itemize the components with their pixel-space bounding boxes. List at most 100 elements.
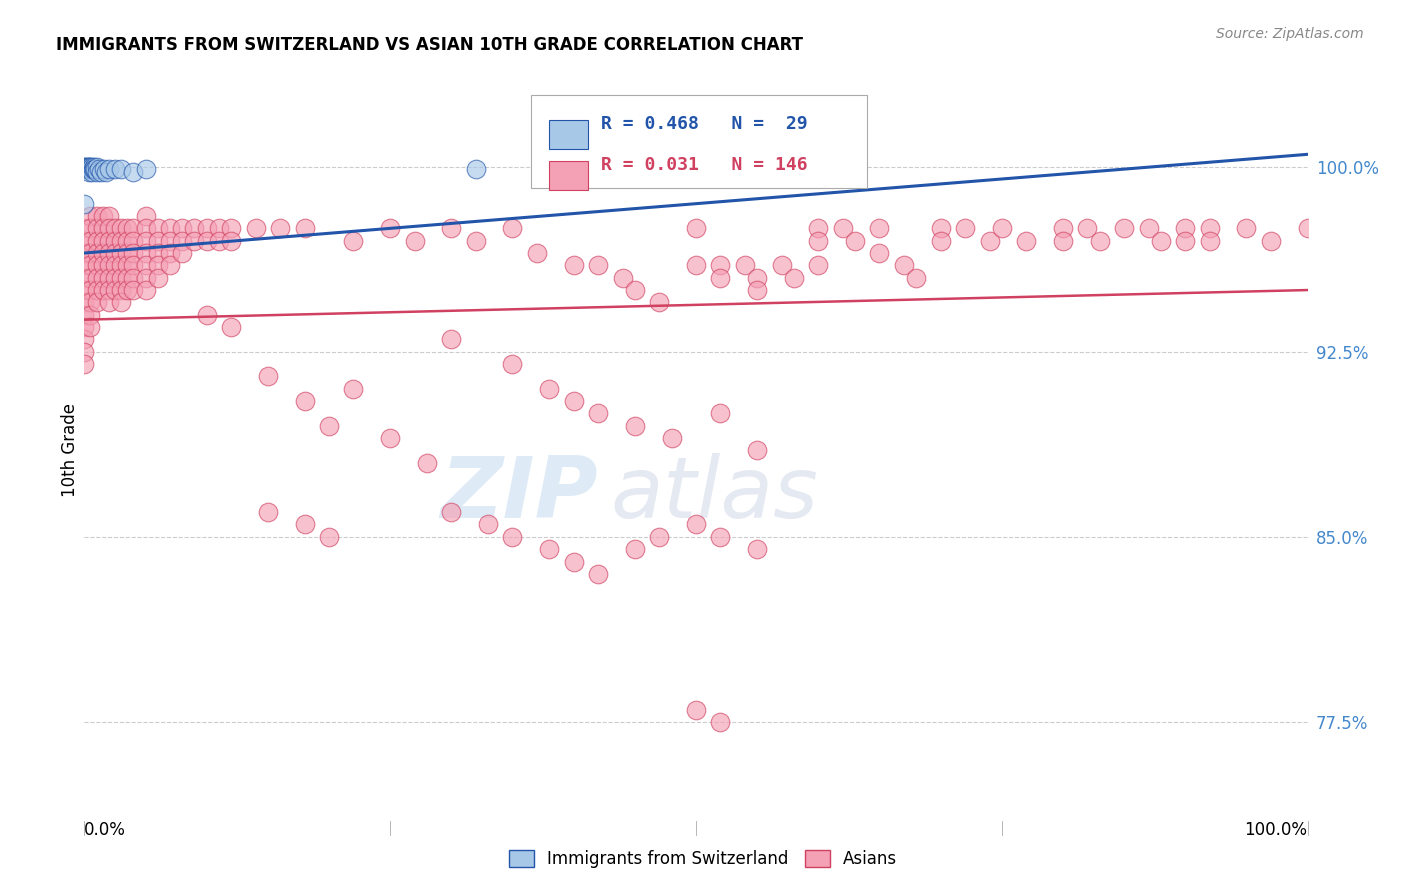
Point [219, 221, 242, 235]
Point [73, 344, 96, 359]
Point [562, 394, 585, 409]
Point [440, 332, 463, 346]
Point [380, 431, 402, 445]
Point [159, 258, 181, 272]
Point [122, 246, 145, 260]
Point [1052, 234, 1074, 248]
Point [929, 221, 952, 235]
Point [709, 406, 731, 420]
Point [73, 320, 96, 334]
Point [73, 283, 96, 297]
Point [648, 295, 671, 310]
Point [464, 162, 486, 177]
Point [73, 246, 96, 260]
Point [76, 160, 98, 174]
Point [135, 162, 157, 177]
Point [79, 221, 101, 235]
Point [122, 270, 145, 285]
Text: IMMIGRANTS FROM SWITZERLAND VS ASIAN 10TH GRADE CORRELATION CHART: IMMIGRANTS FROM SWITZERLAND VS ASIAN 10T… [56, 36, 803, 54]
Point [318, 418, 340, 433]
Point [869, 246, 891, 260]
Point [97, 221, 120, 235]
FancyBboxPatch shape [531, 95, 868, 187]
Point [86, 270, 108, 285]
Point [770, 258, 793, 272]
Point [208, 221, 231, 235]
Point [807, 221, 830, 235]
Point [612, 270, 634, 285]
Point [97, 162, 120, 177]
Point [104, 234, 127, 248]
Point [135, 234, 157, 248]
Point [538, 542, 561, 557]
Point [195, 308, 218, 322]
Point [502, 221, 524, 235]
Point [562, 258, 585, 272]
Point [122, 234, 145, 248]
Point [115, 283, 138, 297]
Point [440, 505, 463, 519]
Point [110, 270, 132, 285]
Point [79, 320, 101, 334]
Point [747, 542, 769, 557]
Point [97, 283, 120, 297]
Point [135, 246, 157, 260]
Point [110, 246, 132, 260]
Point [80, 160, 103, 174]
Point [979, 234, 1001, 248]
Point [342, 234, 364, 248]
Point [104, 283, 127, 297]
Point [183, 221, 205, 235]
Point [929, 234, 952, 248]
Point [96, 164, 118, 178]
Point [73, 160, 96, 174]
Y-axis label: 10th Grade: 10th Grade [62, 403, 80, 498]
Legend: Immigrants from Switzerland, Asians: Immigrants from Switzerland, Asians [502, 843, 904, 875]
Point [172, 246, 194, 260]
Point [73, 196, 96, 211]
Point [122, 258, 145, 272]
Point [86, 295, 108, 310]
Point [1015, 234, 1038, 248]
Point [76, 162, 98, 177]
Point [122, 283, 145, 297]
Point [86, 160, 108, 174]
Point [73, 160, 96, 174]
Point [294, 517, 316, 532]
Point [73, 221, 96, 235]
Point [110, 234, 132, 248]
Text: 0.0%: 0.0% [84, 821, 127, 838]
Point [86, 221, 108, 235]
Point [115, 234, 138, 248]
Point [110, 221, 132, 235]
Point [73, 270, 96, 285]
Point [91, 283, 114, 297]
Point [953, 221, 976, 235]
Point [869, 221, 891, 235]
FancyBboxPatch shape [550, 161, 588, 190]
Point [135, 209, 157, 223]
Point [905, 270, 928, 285]
Point [146, 258, 169, 272]
Point [110, 162, 132, 177]
Point [685, 258, 707, 272]
Point [84, 162, 107, 177]
Point [91, 258, 114, 272]
Point [146, 221, 169, 235]
Point [1296, 221, 1319, 235]
Point [844, 234, 866, 248]
Point [172, 221, 194, 235]
Point [97, 270, 120, 285]
Point [79, 246, 101, 260]
Point [73, 332, 96, 346]
Point [1052, 221, 1074, 235]
Point [91, 270, 114, 285]
Point [257, 505, 280, 519]
Point [208, 234, 231, 248]
Point [79, 258, 101, 272]
Point [709, 530, 731, 544]
Point [97, 209, 120, 223]
Point [526, 246, 548, 260]
Point [624, 542, 647, 557]
Point [73, 234, 96, 248]
